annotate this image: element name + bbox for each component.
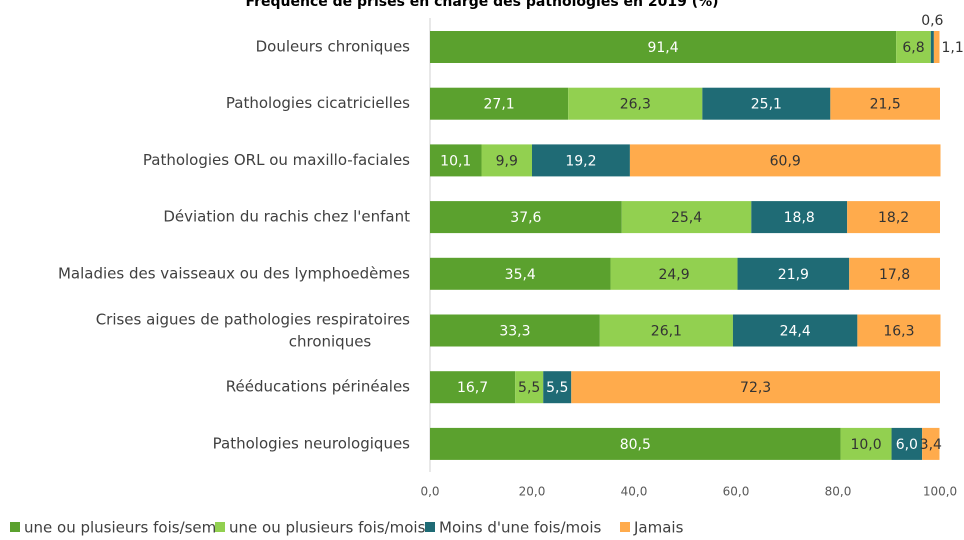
data-label: 6,0	[896, 437, 918, 453]
data-label: 35,4	[505, 267, 536, 283]
chart-title: Fréquence de prises en charge des pathol…	[245, 0, 718, 10]
data-label: 17,8	[879, 267, 910, 283]
data-label: 18,8	[784, 210, 815, 226]
category-label: Crises aigues de pathologies respiratoir…	[96, 310, 410, 350]
bar-segment	[430, 201, 622, 234]
data-label: 16,7	[457, 380, 488, 396]
bar-segment	[430, 314, 600, 347]
x-tick-label: 20,0	[519, 485, 546, 499]
data-label: 3,4	[920, 437, 942, 453]
x-tick-label: 80,0	[825, 485, 852, 499]
bar-segment	[732, 314, 858, 347]
legend-label: Moins d'une fois/mois	[439, 519, 601, 537]
legend-label: une ou plusieurs fois/mois	[229, 519, 426, 537]
category-label: Rééducations périnéales	[226, 378, 410, 396]
data-label: 19,2	[565, 153, 596, 169]
data-label: 5,5	[546, 380, 568, 396]
category-label: Déviation du rachis chez l'enfant	[163, 208, 410, 226]
data-label: 24,9	[658, 267, 689, 283]
bar-segment	[481, 144, 532, 177]
bar-segment	[571, 371, 940, 404]
bar-segment	[543, 371, 572, 404]
legend-swatch	[620, 522, 630, 532]
data-label: 21,5	[870, 97, 901, 113]
bar-segment	[922, 427, 940, 460]
data-label: 16,3	[883, 324, 914, 340]
data-label: 9,9	[496, 153, 518, 169]
category-label: Pathologies neurologiques	[213, 434, 411, 452]
data-label: 91,4	[647, 40, 678, 56]
legend-label: Jamais	[633, 519, 684, 537]
data-label: 5,5	[518, 380, 540, 396]
x-tick-label: 0,0	[420, 485, 439, 499]
data-label: 24,4	[780, 324, 811, 340]
bar-segment	[896, 31, 931, 63]
legend-swatch	[425, 522, 435, 532]
data-label: 25,4	[671, 210, 702, 226]
bar-segment	[430, 31, 897, 63]
data-label: 1,1	[941, 40, 963, 56]
bar-segment	[849, 257, 940, 290]
category-label: Maladies des vaisseaux ou des lymphoedèm…	[58, 264, 410, 282]
bar-segment	[621, 201, 752, 234]
data-label: 18,2	[878, 210, 909, 226]
data-label: 10,0	[850, 437, 881, 453]
bar-segment	[840, 427, 892, 460]
bar-segment	[751, 201, 848, 234]
legend-label: une ou plusieurs fois/sem	[24, 519, 216, 537]
data-label: 26,3	[620, 97, 651, 113]
bar-segment	[933, 31, 940, 63]
x-tick-label: 40,0	[621, 485, 648, 499]
data-label: 0,6	[921, 13, 943, 29]
bar-segment	[702, 87, 831, 120]
bar-segment	[532, 144, 630, 177]
data-label: 60,9	[770, 153, 801, 169]
data-label: 21,9	[778, 267, 809, 283]
bar-segment	[430, 257, 611, 290]
bar-segment	[430, 144, 482, 177]
bar-segment	[857, 314, 941, 347]
data-label: 80,5	[620, 437, 651, 453]
bar-segment	[830, 87, 940, 120]
legend-swatch	[215, 522, 225, 532]
bar-segment	[599, 314, 733, 347]
data-label: 33,3	[499, 324, 530, 340]
bar-segment	[930, 31, 934, 63]
category-label: Pathologies ORL ou maxillo-faciales	[143, 151, 410, 169]
data-label: 6,8	[902, 40, 924, 56]
bar-segment	[737, 257, 850, 290]
data-label: 25,1	[751, 97, 782, 113]
bar-segment	[847, 201, 940, 234]
data-label: 10,1	[440, 153, 471, 169]
bar-segment	[430, 427, 841, 460]
x-tick-label: 100,0	[923, 485, 957, 499]
bar-segment	[610, 257, 738, 290]
bar-segment	[629, 144, 941, 177]
category-label: Douleurs chroniques	[256, 38, 411, 56]
bar-segment	[568, 87, 703, 120]
legend-swatch	[10, 522, 20, 532]
data-label: 26,1	[651, 324, 682, 340]
bar-segment	[515, 371, 544, 404]
data-label: 27,1	[484, 97, 515, 113]
category-label: Pathologies cicatricielles	[226, 94, 410, 112]
bar-segment	[430, 371, 516, 404]
bar-segment	[430, 87, 569, 120]
data-label: 72,3	[740, 380, 771, 396]
data-label: 37,6	[510, 210, 541, 226]
bar-segment	[891, 427, 923, 460]
x-tick-label: 60,0	[723, 485, 750, 499]
